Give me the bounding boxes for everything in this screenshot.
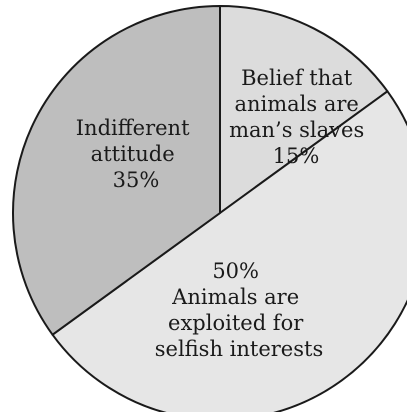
slice-label-indifferent: Indifferent attitude 35% [76, 116, 196, 192]
slice-label-exploited: 50% Animals are exploited for selfish in… [155, 259, 323, 361]
slice-label-slaves-line-1: Belief that [241, 66, 353, 90]
pie-slices [12, 5, 407, 412]
slice-label-slaves: Belief that animals are man’s slaves 15% [229, 66, 371, 168]
slice-label-indifferent-line-2: attitude [91, 142, 175, 166]
slice-value-slaves: 15% [273, 144, 320, 168]
slice-label-indifferent-line-1: Indifferent [76, 116, 190, 140]
pie-slice-slaves [219, 5, 389, 214]
slice-value-exploited: 50% [212, 259, 259, 283]
slice-value-indifferent: 35% [113, 168, 160, 192]
slice-label-slaves-line-3: man’s slaves [229, 118, 364, 142]
slice-label-exploited-line-1: Animals are [171, 285, 299, 309]
slice-label-exploited-line-3: selfish interests [155, 337, 323, 361]
slice-label-slaves-line-2: animals are [234, 92, 358, 116]
slice-label-exploited-line-2: exploited for [168, 311, 304, 335]
pie-slice-exploited [51, 90, 407, 412]
pie-slice-indifferent [12, 5, 221, 336]
